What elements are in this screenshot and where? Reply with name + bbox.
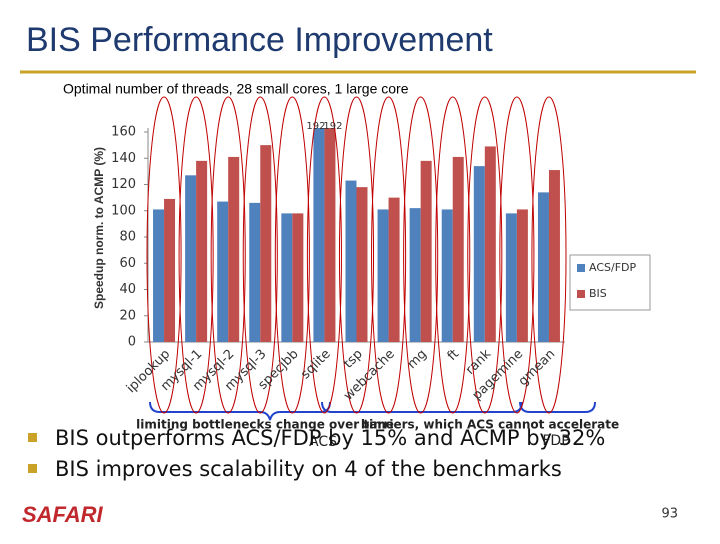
y-tick-label: 60 [119, 256, 136, 271]
highlight-ellipse [178, 96, 214, 414]
bar [345, 180, 357, 342]
y-tick-label: 40 [119, 282, 136, 297]
highlight-ellipse [242, 96, 278, 414]
bar [505, 213, 517, 342]
highlight-ellipse [467, 96, 503, 414]
bracket [519, 401, 596, 413]
footer-logo: SAFARI [22, 502, 104, 527]
page-number: 93 [661, 507, 678, 522]
highlight-ellipse [499, 96, 535, 414]
bar [484, 146, 496, 342]
bar [153, 209, 165, 342]
slide-title: BIS Performance Improvement [26, 21, 493, 59]
legend-label: BIS [589, 287, 607, 300]
bar [228, 156, 240, 342]
highlight-ellipse [531, 96, 567, 414]
highlight-ellipse [435, 96, 471, 414]
bracket [149, 401, 331, 421]
legend-swatch [577, 290, 585, 298]
bars [153, 128, 560, 342]
bar [388, 197, 400, 342]
bar [196, 160, 208, 342]
bar [377, 209, 389, 342]
bar [185, 175, 197, 342]
y-axis-label: Speedup norm. to ACMP (%) [92, 147, 106, 309]
y-tick-label: 160 [111, 125, 136, 140]
annotation: ACS [309, 434, 337, 450]
bar [292, 213, 304, 342]
highlight-ellipse [371, 96, 407, 414]
y-tick-label: 120 [111, 177, 136, 192]
bar [473, 166, 485, 342]
bullet: BIS outperforms ACS/FDP by 15% and ACMP … [55, 426, 605, 450]
highlight-ellipse [146, 96, 182, 414]
y-tick-label: 140 [111, 151, 136, 166]
highlight-ellipse [306, 96, 342, 414]
highlight-ellipse [210, 96, 246, 414]
annotation: barriers, which ACS cannot accelerate [361, 418, 619, 432]
bullet-marker [28, 464, 37, 473]
bar [516, 209, 528, 342]
annotation: limiting bottlenecks change over time [136, 418, 394, 432]
bar [313, 128, 325, 342]
bar [537, 192, 549, 342]
bullet: BIS improves scalability on 4 of the ben… [55, 457, 562, 481]
bar [356, 187, 368, 342]
bar [260, 145, 272, 342]
bar [441, 209, 453, 342]
bar [217, 201, 229, 342]
y-tick-label: 0 [128, 335, 136, 350]
y-tick-label: 80 [119, 230, 136, 245]
highlight-ellipse [403, 96, 439, 414]
y-tick-label: 20 [119, 308, 136, 323]
bar [324, 128, 336, 342]
bar [452, 156, 464, 342]
data-label: 192 [323, 121, 342, 132]
bar [164, 198, 176, 342]
bar [409, 208, 421, 342]
bar [548, 170, 560, 342]
bar [281, 213, 293, 342]
bar [249, 202, 261, 342]
highlight-ellipse [274, 96, 310, 414]
y-tick-label: 100 [111, 203, 136, 218]
bar [420, 160, 432, 342]
legend-swatch [577, 264, 585, 272]
bullet-marker [28, 433, 37, 442]
brackets [149, 401, 596, 421]
annotation: FDP [542, 433, 569, 449]
highlight-ellipse [338, 96, 375, 414]
legend-label: ACS/FDP [589, 261, 636, 274]
chart-subtitle: Optimal number of threads, 28 small core… [63, 81, 409, 97]
data-label: 192 [306, 121, 325, 132]
